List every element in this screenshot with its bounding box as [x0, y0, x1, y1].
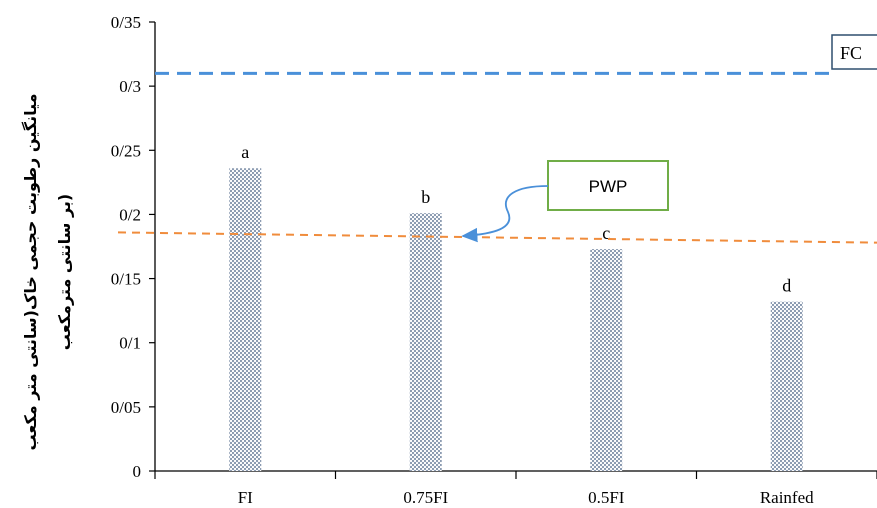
pwp-callout-arrow [461, 185, 549, 243]
y-tick-label: 0/05 [111, 398, 141, 417]
category-label: 0.5FI [588, 488, 625, 507]
y-tick-label: 0/2 [119, 205, 141, 224]
bar-0.5FI [590, 249, 623, 471]
category-label: FI [238, 488, 253, 507]
fc-label-box: FC [831, 34, 877, 70]
bars [229, 168, 803, 471]
y-ticks: 0 0/05 0/1 0/15 0/2 0/25 0/3 0/35 [111, 13, 155, 481]
y-tick-label: 0 [133, 462, 142, 481]
category-label: 0.75FI [403, 488, 448, 507]
pwp-callout: PWP [461, 160, 669, 243]
y-axis-label: میانگین رطوبت حجمی خاک(سانتی متر مکعب بر… [21, 93, 74, 450]
significance-letters: a b c d [241, 142, 791, 295]
significance-letter: c [602, 223, 610, 243]
y-tick-label: 0/25 [111, 141, 141, 160]
significance-letter: d [782, 276, 791, 296]
y-axis-label-line1: میانگین رطوبت حجمی خاک(سانتی متر مکعب [21, 93, 40, 450]
pwp-label: PWP [589, 177, 628, 196]
category-labels: FI 0.75FI 0.5FI Rainfed [238, 488, 814, 507]
y-tick-label: 0/15 [111, 270, 141, 289]
pwp-reference-line [117, 231, 877, 244]
bar-Rainfed [770, 301, 803, 471]
category-label: Rainfed [760, 488, 814, 507]
y-axis-label-line2: بر سانتی مترمکعب) [55, 194, 74, 350]
y-tick-label: 0/3 [119, 77, 141, 96]
bar-0.75FI [409, 213, 442, 471]
significance-letter: a [241, 142, 249, 162]
y-tick-label: 0/1 [119, 334, 141, 353]
y-tick-label: 0/35 [111, 13, 141, 32]
fc-label: FC [840, 43, 862, 63]
bar-FI [229, 168, 262, 471]
significance-letter: b [421, 187, 430, 207]
x-ticks [154, 471, 877, 479]
